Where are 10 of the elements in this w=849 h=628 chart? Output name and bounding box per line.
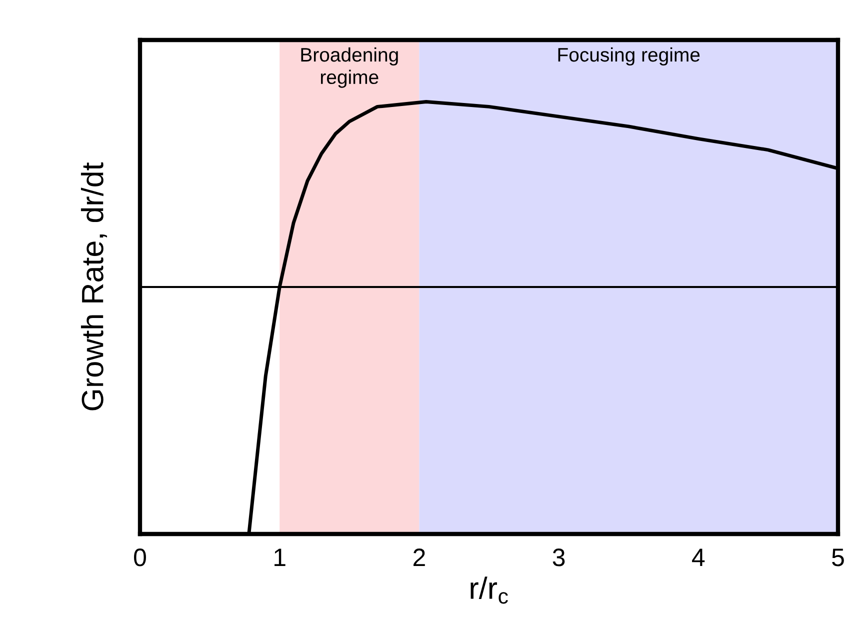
x-tick-label: 1 <box>274 548 286 566</box>
y-axis-title: Growth Rate, dr/dt <box>80 162 108 410</box>
x-tick-label: 4 <box>692 548 705 566</box>
x-tick-label: 2 <box>414 548 425 566</box>
band-label: Focusing regime <box>558 47 700 66</box>
x-axis-title: r/r$_{c}$ <box>470 576 508 604</box>
x-tick-label: 0 <box>134 548 146 566</box>
band-label: Broadening regime <box>301 47 398 88</box>
x-tick-label: 5 <box>832 548 844 566</box>
x-tick-label: 3 <box>552 548 565 566</box>
